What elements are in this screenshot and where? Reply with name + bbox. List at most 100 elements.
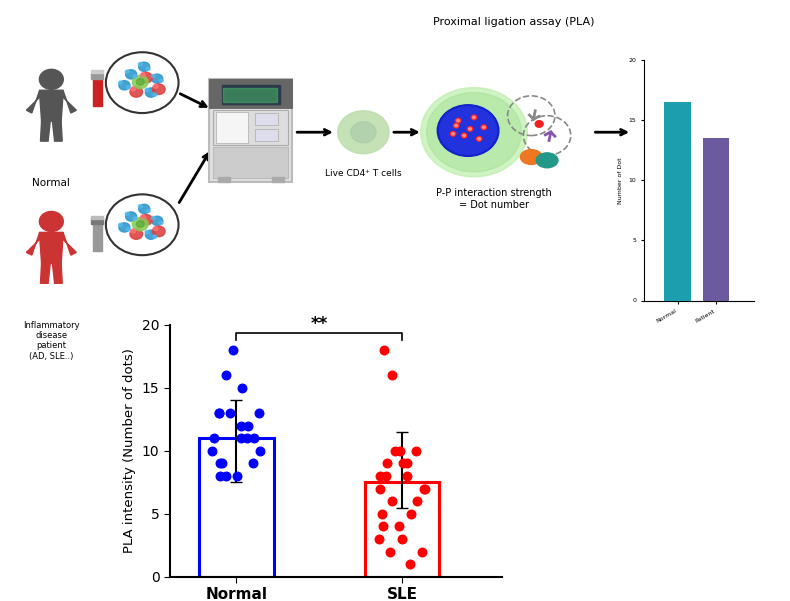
Point (418, 484, 431, 493)
Text: **: ** (310, 315, 328, 333)
Circle shape (481, 125, 487, 130)
Circle shape (437, 105, 499, 156)
Point (376, 509, 389, 519)
Circle shape (457, 120, 460, 122)
Circle shape (118, 81, 130, 90)
Circle shape (483, 126, 485, 129)
Circle shape (145, 230, 156, 239)
Circle shape (420, 88, 528, 177)
Circle shape (468, 127, 472, 131)
Bar (213, 147, 288, 178)
Bar (703, 138, 729, 300)
Circle shape (439, 107, 496, 154)
Circle shape (138, 63, 142, 66)
Point (220, 370, 232, 380)
Circle shape (126, 70, 130, 73)
Circle shape (153, 235, 156, 239)
Bar (91, 73, 103, 79)
Circle shape (133, 75, 137, 78)
Circle shape (146, 209, 150, 213)
Point (208, 433, 220, 443)
Circle shape (140, 215, 152, 225)
Circle shape (153, 93, 156, 96)
Bar (224, 88, 277, 102)
Bar (91, 218, 103, 224)
Text: P-P interaction strength
= Dot number: P-P interaction strength = Dot number (436, 189, 551, 210)
Point (213, 408, 225, 418)
Bar (664, 102, 690, 300)
Point (231, 471, 244, 481)
Point (410, 446, 423, 456)
Circle shape (145, 88, 149, 91)
Bar (209, 79, 292, 182)
Circle shape (160, 221, 163, 224)
Circle shape (455, 124, 457, 127)
Point (214, 459, 227, 468)
Bar (91, 70, 103, 73)
Point (224, 408, 236, 418)
Point (374, 484, 387, 493)
Point (220, 471, 233, 481)
Circle shape (118, 223, 130, 232)
Bar (255, 113, 278, 126)
Polygon shape (40, 121, 51, 141)
Bar (365, 482, 439, 577)
Circle shape (452, 133, 454, 135)
Circle shape (126, 85, 130, 89)
Point (227, 345, 239, 355)
Circle shape (337, 111, 389, 154)
Polygon shape (63, 91, 77, 113)
Circle shape (138, 204, 142, 208)
Point (373, 534, 386, 544)
Circle shape (476, 136, 482, 141)
Point (248, 433, 261, 443)
Circle shape (455, 118, 461, 123)
Text: Proximal ligation assay (PLA): Proximal ligation assay (PLA) (433, 17, 594, 26)
Text: Normal: Normal (32, 178, 70, 189)
Point (235, 421, 247, 430)
Point (396, 534, 408, 544)
Polygon shape (40, 263, 51, 283)
Bar (91, 216, 103, 219)
Bar (217, 177, 230, 182)
Circle shape (141, 215, 145, 219)
Point (405, 509, 418, 519)
Circle shape (450, 132, 456, 136)
Circle shape (160, 79, 163, 82)
Point (214, 471, 227, 481)
Point (386, 370, 398, 380)
Circle shape (130, 229, 142, 239)
Circle shape (139, 62, 149, 72)
Bar (216, 112, 247, 143)
Circle shape (137, 79, 145, 85)
Polygon shape (52, 263, 62, 283)
Circle shape (126, 228, 130, 231)
Point (242, 421, 254, 430)
Bar (222, 85, 280, 104)
Point (404, 560, 416, 569)
Point (386, 496, 399, 506)
Circle shape (126, 212, 137, 221)
Point (216, 459, 228, 468)
Point (246, 459, 259, 468)
Circle shape (131, 229, 136, 233)
Bar (209, 79, 292, 108)
Point (411, 496, 423, 506)
Circle shape (468, 128, 472, 130)
Circle shape (471, 115, 477, 120)
Circle shape (153, 227, 158, 230)
Point (373, 471, 386, 481)
Polygon shape (40, 233, 63, 263)
Circle shape (152, 216, 155, 220)
Circle shape (126, 212, 130, 216)
Circle shape (472, 116, 476, 118)
Circle shape (146, 67, 150, 70)
Point (235, 433, 247, 443)
Circle shape (131, 87, 136, 91)
Circle shape (152, 74, 163, 84)
Point (401, 471, 414, 481)
Circle shape (153, 84, 158, 88)
Circle shape (133, 217, 137, 220)
Point (377, 522, 389, 531)
Point (397, 459, 409, 468)
